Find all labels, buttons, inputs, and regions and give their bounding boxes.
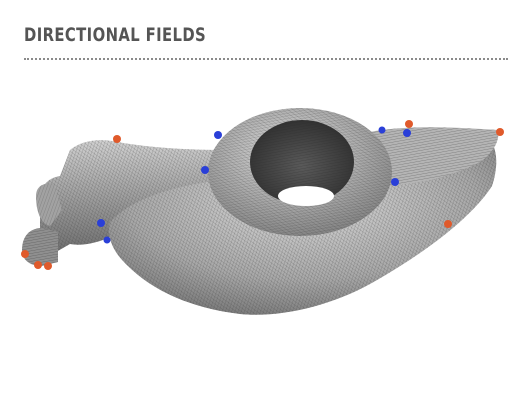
singularity-dot <box>214 131 222 139</box>
singularity-dot <box>201 166 209 174</box>
rocker-arm-mesh <box>21 108 504 315</box>
singularity-dot <box>21 250 29 258</box>
singularity-dot <box>103 236 111 244</box>
singularity-dot <box>444 220 452 228</box>
singularity-dot <box>391 178 399 186</box>
mesh-figure <box>0 80 532 370</box>
singularity-dot <box>34 261 42 269</box>
singularity-dot <box>113 135 121 143</box>
singularity-dot <box>378 126 386 134</box>
header: DIRECTIONAL FIELDS <box>24 24 508 60</box>
singularity-dot <box>403 129 411 137</box>
singularity-dot <box>405 120 413 128</box>
negative-singularities <box>97 126 411 244</box>
singularity-dot <box>44 262 52 270</box>
singularity-dot <box>97 219 105 227</box>
singularity-dot <box>496 128 504 136</box>
boss-ring <box>208 108 392 236</box>
dotted-divider <box>24 58 508 60</box>
left-arm <box>22 140 230 266</box>
page-title: DIRECTIONAL FIELDS <box>24 24 207 46</box>
positive-singularities <box>21 120 504 270</box>
